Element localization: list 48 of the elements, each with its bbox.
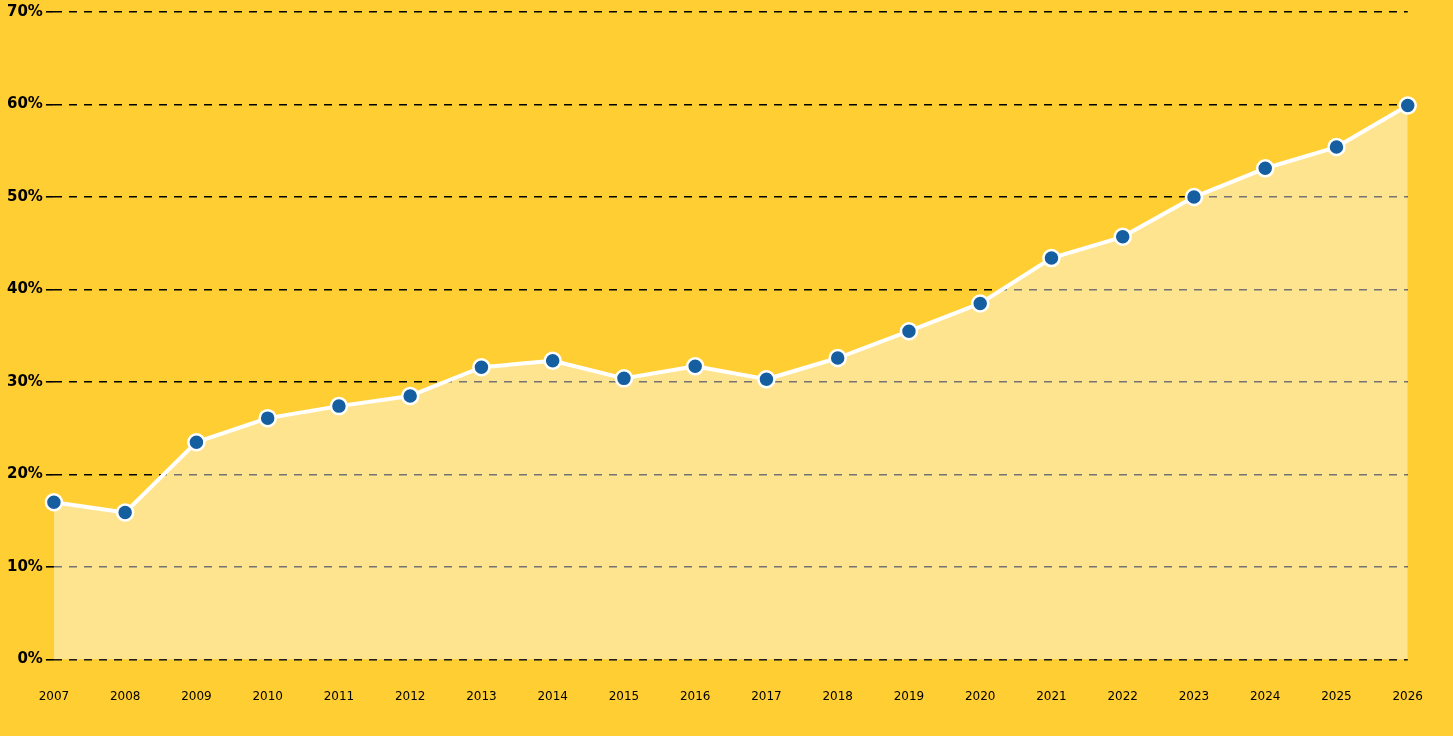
point bbox=[329, 396, 349, 416]
point bbox=[44, 493, 64, 512]
x-tick-label: 2011 bbox=[323, 688, 355, 703]
x-tick-label: 2026 bbox=[1392, 688, 1423, 703]
x-tick-label: 2008 bbox=[109, 688, 141, 703]
y-tick-label: 30% bbox=[7, 371, 43, 390]
y-tick-label: 50% bbox=[7, 186, 43, 205]
x-tick-label: 2018 bbox=[822, 688, 853, 703]
x-tick-label: 2021 bbox=[1036, 688, 1067, 703]
x-tick-label: 2017 bbox=[751, 688, 782, 703]
point bbox=[1042, 248, 1061, 268]
x-tick-label: 2025 bbox=[1321, 688, 1352, 703]
y-tick-label: 60% bbox=[7, 94, 43, 113]
y-tick-label: 10% bbox=[7, 556, 43, 575]
point bbox=[1255, 159, 1275, 178]
x-tick-label: 2014 bbox=[537, 688, 568, 703]
point bbox=[970, 294, 990, 313]
x-tick-label: 2013 bbox=[466, 688, 497, 703]
point bbox=[828, 348, 847, 368]
point bbox=[1398, 96, 1417, 115]
point bbox=[472, 358, 491, 377]
point bbox=[685, 357, 705, 376]
point bbox=[187, 432, 206, 452]
x-tick-label: 2019 bbox=[893, 688, 925, 703]
point bbox=[115, 503, 135, 522]
x-tick-label: 2016 bbox=[679, 688, 711, 703]
x-tick-label: 2015 bbox=[608, 688, 640, 703]
point bbox=[614, 369, 634, 388]
point bbox=[543, 351, 562, 371]
y-tick-label: 70% bbox=[7, 1, 43, 20]
y-tick-label: 20% bbox=[7, 464, 43, 483]
x-tick-label: 2022 bbox=[1107, 688, 1138, 703]
point bbox=[757, 370, 776, 389]
point bbox=[1113, 227, 1132, 247]
y-tick-label: 40% bbox=[7, 279, 43, 298]
x-tick-label: 2012 bbox=[394, 688, 426, 703]
x-tick-label: 2007 bbox=[38, 688, 70, 703]
point bbox=[258, 408, 277, 428]
point bbox=[1184, 187, 1204, 207]
x-tick-label: 2009 bbox=[181, 688, 212, 703]
point bbox=[1327, 137, 1346, 157]
y-tick-label: 0% bbox=[17, 649, 43, 668]
x-tick-label: 2020 bbox=[964, 688, 996, 703]
x-tick-label: 2024 bbox=[1249, 688, 1281, 703]
x-tick-label: 2023 bbox=[1178, 688, 1210, 703]
x-tick-label: 2010 bbox=[252, 688, 283, 703]
point bbox=[400, 386, 420, 406]
point bbox=[899, 321, 919, 341]
